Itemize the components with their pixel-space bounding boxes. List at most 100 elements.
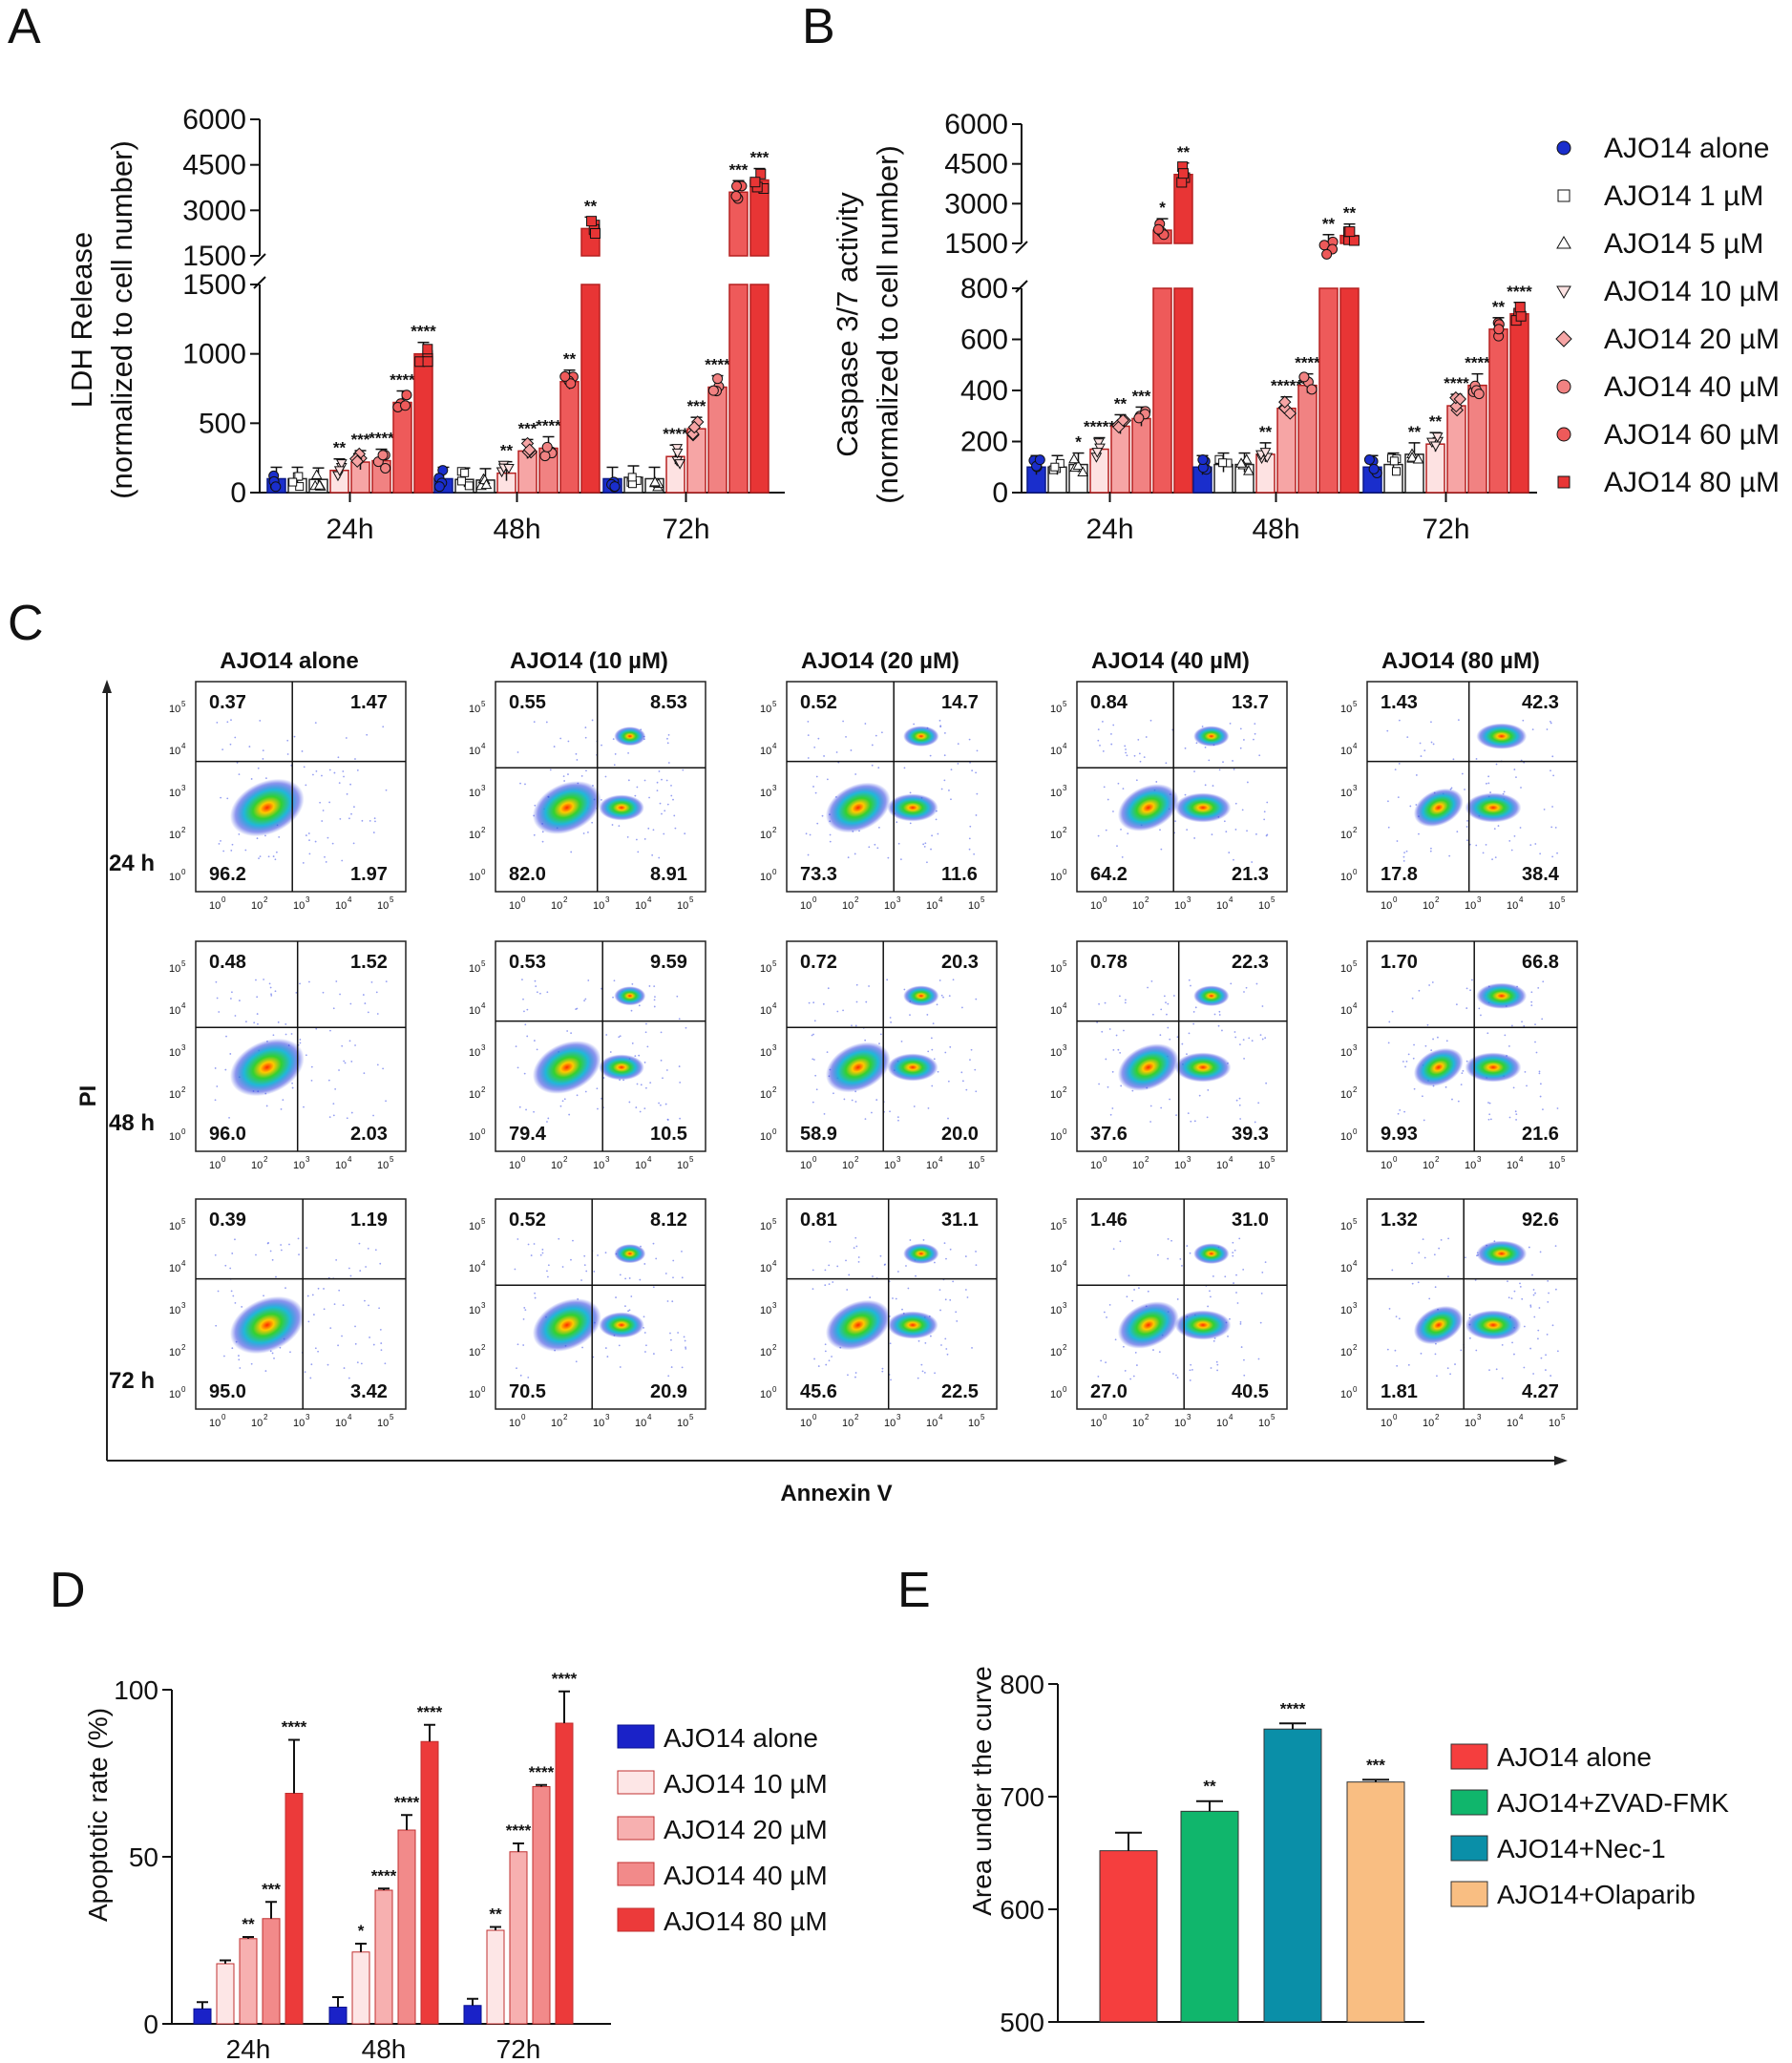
d-bar (262, 1918, 281, 2025)
flow-event (1198, 1094, 1201, 1097)
flow-event (553, 746, 556, 747)
flow-y-tick-base: 10 (1050, 788, 1062, 799)
flow-event (1529, 1347, 1532, 1350)
flow-event (265, 777, 267, 780)
flow-event (265, 1105, 268, 1107)
flow-event (323, 1308, 326, 1311)
flow-event (905, 1265, 907, 1267)
d-x-tick-label: 48h (362, 2034, 407, 2063)
flow-event (581, 1346, 583, 1349)
legend-ab-marker (1555, 330, 1572, 347)
flow-event (257, 767, 260, 769)
flow-event (1493, 828, 1496, 830)
flow-event (1537, 986, 1540, 989)
flow-event (933, 1058, 936, 1061)
flow-y-tick-exp: 3 (481, 784, 486, 792)
flow-event (812, 1033, 814, 1036)
e-y-tick-label: 500 (1000, 2008, 1044, 2037)
flow-event (1235, 1099, 1238, 1102)
flow-plot-frame (495, 940, 706, 1152)
flow-event (523, 1010, 525, 1013)
flow-event (302, 862, 305, 864)
flow-x-tick-base: 10 (1090, 900, 1102, 912)
flow-event (1409, 805, 1412, 808)
flow-event (1112, 724, 1115, 726)
b-significance: ** (1322, 215, 1336, 233)
flow-event (262, 758, 264, 760)
flow-event (1532, 1289, 1535, 1291)
flow-event (957, 762, 959, 765)
flow-event (628, 1309, 631, 1312)
b-data-point (1306, 384, 1318, 395)
flow-y-tick-base: 10 (469, 746, 480, 757)
flow-event (976, 792, 979, 795)
panel-e-chart: Area under the curve 500600700800*******… (967, 1666, 1729, 2037)
flow-x-tick-base: 10 (293, 1160, 305, 1171)
flow-plot-frame (786, 1198, 998, 1410)
flow-event (1257, 1102, 1260, 1105)
flow-x-tick-exp: 2 (1435, 1155, 1440, 1164)
d-bar (420, 1740, 439, 2025)
flow-event (533, 1243, 536, 1245)
b-data-point (1077, 466, 1089, 476)
flow-event (1232, 1241, 1234, 1244)
flow-event (1209, 1295, 1212, 1298)
flow-event (1243, 1374, 1246, 1377)
flow-x-tick-base: 10 (1174, 1160, 1186, 1171)
flow-event (525, 1108, 527, 1111)
flow-event (255, 979, 257, 981)
flow-event (1216, 1369, 1218, 1372)
flow-x-tick-base: 10 (1132, 900, 1144, 912)
flow-event (297, 1237, 300, 1240)
flow-event (232, 1295, 235, 1297)
flow-event (221, 748, 224, 751)
flow-event (308, 853, 311, 855)
flow-event (851, 1024, 853, 1027)
flow-event (587, 832, 589, 833)
flow-event (644, 1344, 647, 1347)
a-significance: *** (687, 397, 706, 415)
flow-event (272, 1034, 275, 1037)
flow-event (940, 1344, 942, 1346)
flow-event (1398, 719, 1401, 722)
flow-event (312, 773, 314, 776)
flow-y-tick-exp: 5 (481, 1217, 486, 1226)
flow-event (1419, 742, 1422, 745)
flow-event (872, 1275, 874, 1277)
flow-event (1264, 1261, 1267, 1264)
flow-y-tick-base: 10 (760, 1347, 771, 1358)
b-y-tick-label: 6000 (944, 109, 1008, 140)
flow-event (1105, 1058, 1107, 1061)
flow-x-tick-base: 10 (551, 1418, 562, 1429)
flow-y-tick-base: 10 (1340, 1089, 1352, 1101)
flow-event (567, 773, 569, 775)
flow-x-tick-exp: 3 (1187, 1413, 1191, 1421)
b-y-tick-label: 0 (992, 477, 1008, 509)
flow-x-tick-base: 10 (884, 1160, 896, 1171)
flow-event (1521, 1297, 1524, 1300)
flow-x-tick-base: 10 (884, 1418, 896, 1429)
flow-event (1551, 855, 1554, 858)
flow-y-tick-exp: 2 (772, 1343, 777, 1352)
flow-event (584, 1090, 587, 1093)
a-data-point (627, 473, 637, 482)
flow-event (649, 1082, 652, 1084)
flow-event (886, 979, 889, 981)
flow-column-title: AJO14 alone (220, 648, 358, 674)
flow-event (561, 1266, 564, 1268)
b-significance: * (1075, 433, 1082, 452)
flow-x-tick-base: 10 (1465, 1418, 1476, 1429)
flow-event (674, 827, 677, 830)
b-bar (1276, 407, 1297, 494)
flow-y-tick-base: 10 (469, 872, 480, 883)
flow-event (976, 749, 979, 752)
panel-a-chart: LDH Release (normalized to cell number) … (65, 104, 785, 545)
flow-event (679, 1117, 681, 1120)
flow-event (526, 1035, 529, 1038)
flow-quadrant-upper-right: 42.3 (1522, 692, 1559, 713)
flow-event (896, 1116, 899, 1119)
flow-y-tick-base: 10 (1340, 1047, 1352, 1059)
flow-event (956, 1320, 959, 1322)
d-y-tick-label: 100 (114, 1675, 158, 1705)
